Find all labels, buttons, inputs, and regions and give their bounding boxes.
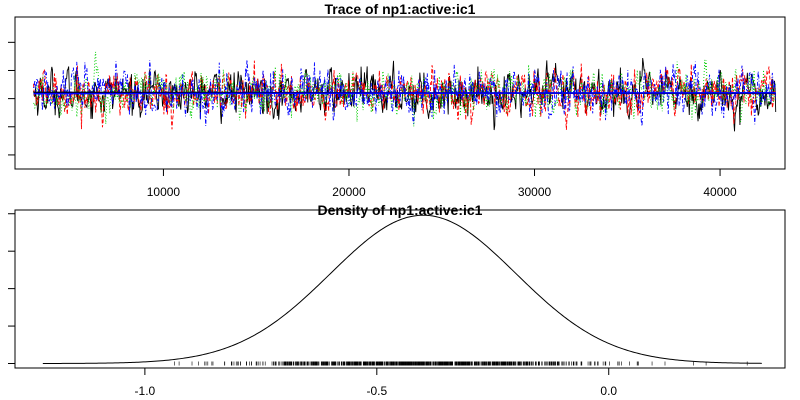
density-panel: Density of np1:active:ic1 -1.0 -0.5 0.0 (8, 202, 786, 398)
trace-x-tick-label: 30000 (518, 185, 552, 199)
density-x-tick-label: -0.5 (366, 384, 387, 398)
trace-title: Trace of np1:active:ic1 (325, 1, 476, 17)
trace-series-group (33, 51, 777, 132)
trace-plot-frame (14, 16, 786, 170)
trace-smooth-line-2 (33, 92, 776, 95)
trace-x-tick-label: 40000 (703, 185, 737, 199)
trace-panel: Trace of np1:active:ic1 10000 20000 30000 4… (8, 1, 786, 199)
density-curve (42, 214, 762, 364)
trace-x-tick-label: 10000 (147, 185, 181, 199)
density-plot-frame (14, 209, 786, 369)
density-x-tick-label: 0.0 (600, 384, 617, 398)
density-rug-group (174, 361, 748, 366)
trace-x-axis: 10000 20000 30000 40000 (147, 169, 737, 199)
trace-smooth-group (33, 91, 776, 95)
trace-x-tick-label: 20000 (332, 185, 366, 199)
trace-chain-4 (33, 59, 777, 127)
density-x-tick-label: -1.0 (135, 384, 156, 398)
density-x-axis: -1.0 -0.5 0.0 (135, 368, 617, 398)
trace-y-axis (8, 41, 15, 156)
density-y-axis (8, 213, 15, 365)
